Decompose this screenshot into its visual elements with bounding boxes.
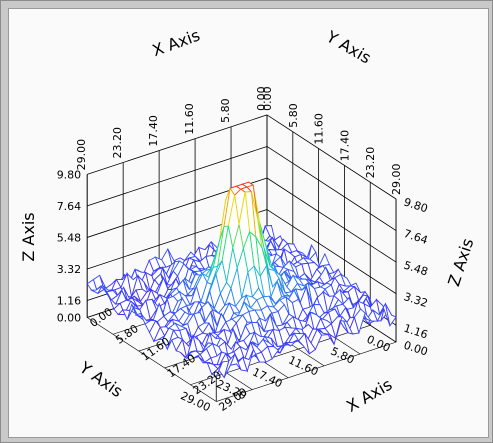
y-tick-label-bottom: 0.00 [365,333,393,355]
x-axis-label-top: X Axis [150,25,203,60]
x-tick-label-top: 0.00 [255,86,268,111]
y-tick-label-bottom: 17.40 [250,365,284,390]
y-axis-label-top: Y Axis [322,26,374,67]
z-tick-label-right: 0.00 [402,339,429,359]
x-tick-label-top: 17.40 [147,115,160,147]
z-tick-label-right: 3.32 [402,290,429,310]
y-tick-label-top: 23.20 [364,147,377,179]
z-tick-label-left: 3.32 [57,263,82,276]
grid-line-z-right [266,177,397,263]
y-tick-label-top: 5.80 [287,103,300,128]
x-tick-label-top: 11.60 [183,103,196,135]
x-tick-label-bottom: 5.80 [113,322,141,347]
y-tick-label-top: 17.40 [338,130,351,162]
z-tick-label-right: 7.64 [402,227,429,247]
z-axis-label-right: Z Axis [444,236,477,289]
y-tick-label-top: 11.60 [313,113,326,145]
surface-cell [210,361,223,378]
x-tick-label-top: 5.80 [219,98,232,123]
y-axis-label-bottom: Y Axis [75,357,126,401]
z-tick-label-left: 0.00 [57,311,82,324]
z-tick-label-right: 5.48 [402,259,429,279]
y-tick-label-top: 0.00 [261,86,274,111]
z-tick-label-right: 9.80 [402,196,429,216]
grid-line-z-left [87,146,268,207]
floor-grid-x [190,324,371,386]
x-tick-label-bottom: 0.00 [87,305,115,330]
y-tick-label-top: 29.00 [390,164,403,196]
floor-grid-y [87,317,217,402]
floor-grid-x [216,341,397,402]
y-tick-label-bottom: 11.60 [286,354,320,379]
grid-line-z-right [266,114,397,200]
x-tick-label-top: 23.20 [111,127,124,159]
grid-line-z-right [266,146,397,231]
z-tick-label-left: 9.80 [57,168,82,181]
z-tick-label-left: 1.16 [57,295,82,308]
grid-line-z-right [266,209,397,294]
surface-mesh [86,181,397,379]
x-tick-label-top: 29.00 [75,139,88,171]
z-axis-label-left: Z Axis [19,212,38,261]
y-tick-label-bottom: 5.80 [329,345,357,367]
x-axis-label-bottom: X Axis [343,375,395,416]
x-tick-label-bottom: 17.40 [165,352,198,381]
grid-line-z-left [87,114,268,175]
z-tick-label-left: 7.64 [57,200,82,213]
z-tick-label-left: 5.48 [57,231,82,244]
